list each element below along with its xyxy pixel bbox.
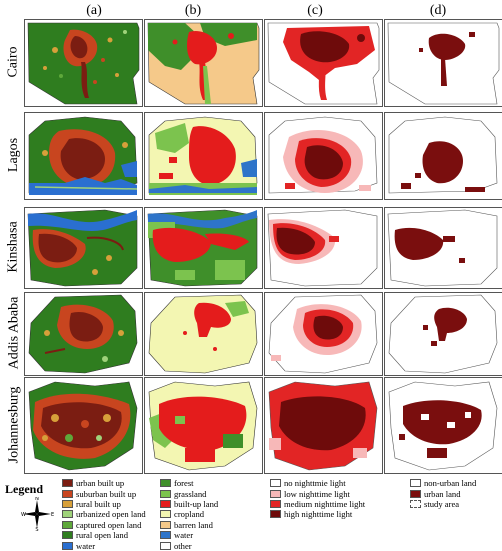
legend-swatch xyxy=(160,531,171,540)
legend-item: high nighttime light xyxy=(270,509,365,519)
legend-item: non-urban land xyxy=(410,478,476,488)
map-johannesburg-d xyxy=(384,377,502,474)
map-lagos-d xyxy=(384,112,502,200)
map-lagos-b xyxy=(144,112,263,200)
legend-item: grassland xyxy=(160,488,218,499)
legend-item: forest xyxy=(160,478,218,488)
map-cairo-c xyxy=(264,19,383,107)
map-addis-ababa-c xyxy=(264,292,383,376)
column-header-d: (d) xyxy=(429,3,447,18)
map-addis-ababa-d xyxy=(384,292,502,376)
map-cairo-b xyxy=(144,19,263,107)
legend-swatch xyxy=(160,499,171,508)
legend-swatch xyxy=(62,489,73,498)
map-kinshasa-c xyxy=(264,207,383,289)
legend-swatch xyxy=(410,489,421,498)
north-arrow-icon: N S W E xyxy=(21,497,54,531)
legend-swatch xyxy=(270,510,281,519)
legend-swatch xyxy=(62,531,73,540)
legend-item: urbanized open land xyxy=(62,509,146,519)
legend-swatch xyxy=(62,479,73,488)
legend-item: cropland xyxy=(160,509,218,519)
legend-title: Legend xyxy=(5,482,44,496)
row-label-cairo: Cairo xyxy=(6,46,22,78)
map-lagos-a xyxy=(24,112,143,200)
map-addis-ababa-a xyxy=(24,292,143,376)
legend-column-d: non-urban land urban land study area xyxy=(410,478,476,509)
row-label-johannesburg: Johannesburg xyxy=(6,386,22,463)
legend-item: water xyxy=(160,530,218,540)
legend-item: urban built up xyxy=(62,478,146,488)
column-header-c: (c) xyxy=(307,3,323,18)
legend-item: low nighttime light xyxy=(270,488,365,499)
map-johannesburg-a xyxy=(24,377,143,474)
legend-swatch xyxy=(270,499,281,508)
legend-swatch xyxy=(410,499,421,508)
legend-swatch xyxy=(270,489,281,498)
legend-swatch xyxy=(160,510,171,519)
row-label-lagos: Lagos xyxy=(6,137,21,173)
legend-column-b: forest grassland built-up land cropland … xyxy=(160,478,218,551)
map-lagos-c xyxy=(264,112,383,200)
legend-swatch xyxy=(160,489,171,498)
svg-text:S: S xyxy=(35,527,38,531)
legend-item: no nighttmie light xyxy=(270,478,365,488)
column-header-a: (a) xyxy=(86,3,102,18)
legend-item: other xyxy=(160,540,218,551)
map-kinshasa-a xyxy=(24,207,143,289)
map-johannesburg-c xyxy=(264,377,383,474)
legend-swatch xyxy=(160,541,171,550)
legend-item: rural built up xyxy=(62,499,146,509)
legend-item: suburban built up xyxy=(62,488,146,499)
legend-swatch xyxy=(62,541,73,550)
row-label-kinshasa: Kinshasa xyxy=(6,221,22,273)
map-kinshasa-d xyxy=(384,207,502,289)
legend-item: barren land xyxy=(160,520,218,530)
legend-item: urban land xyxy=(410,488,476,499)
legend-item: built-up land xyxy=(160,499,218,509)
legend-item: rural open land xyxy=(62,530,146,540)
legend-column-c: no nighttmie light low nighttime light m… xyxy=(270,478,365,520)
legend-swatch xyxy=(160,479,171,488)
column-header-b: (b) xyxy=(184,3,202,18)
row-label-addis-ababa: Addis Ababa xyxy=(6,296,21,370)
svg-text:N: N xyxy=(35,497,39,502)
map-addis-ababa-b xyxy=(144,292,263,376)
svg-text:W: W xyxy=(21,512,26,518)
legend-swatch xyxy=(62,510,73,519)
legend-swatch xyxy=(62,499,73,508)
map-cairo-a xyxy=(24,19,143,107)
legend-swatch xyxy=(410,479,421,488)
legend-item: water xyxy=(62,540,146,551)
map-kinshasa-b xyxy=(144,207,263,289)
legend-item: study area xyxy=(410,499,476,509)
svg-text:E: E xyxy=(51,512,54,518)
legend-item: captured open land xyxy=(62,520,146,530)
legend-swatch xyxy=(62,520,73,529)
legend-column-a: urban built up suburban built up rural b… xyxy=(62,478,146,551)
legend-item: medium nighttime light xyxy=(270,499,365,509)
legend-swatch xyxy=(160,520,171,529)
legend-swatch xyxy=(270,479,281,488)
map-cairo-d xyxy=(384,19,502,107)
map-johannesburg-b xyxy=(144,377,263,474)
